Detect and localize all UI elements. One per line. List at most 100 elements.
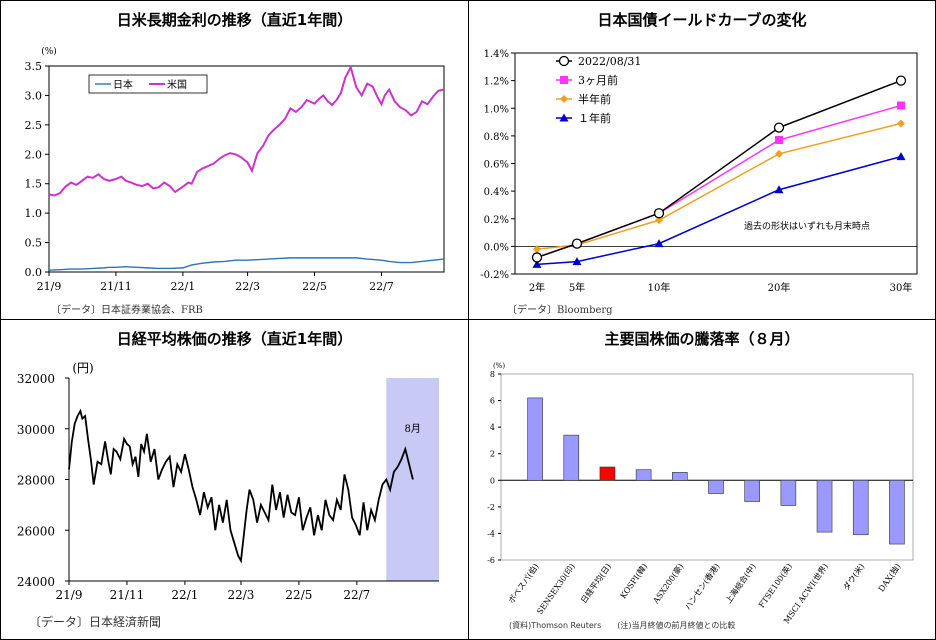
bar: [599, 466, 616, 481]
y-tick-label: 0.6%: [484, 160, 509, 171]
panel-indices: 主要国株価の騰落率（８月） -6 -4 -2 0 2 4 6 8 (%) ボベスパ(伯) SENSE…: [468, 319, 936, 640]
bar: [852, 479, 869, 536]
x-tick-label: SENSEX30(印): [535, 562, 577, 616]
legend-label: 日本: [113, 78, 133, 91]
x-tick-label: ダウ(米): [841, 561, 867, 592]
panel-nikkei: 日経平均株価の推移（直近1年間） 8月 24000 26000 28000 30000 3…: [0, 319, 469, 640]
legend-label: 米国: [167, 78, 187, 91]
highlight-label: 8月: [404, 423, 420, 435]
x-tick-label: 22/7: [369, 280, 394, 293]
x-tick-label: DAX(独): [876, 561, 903, 593]
y-tick-label: 4: [490, 423, 495, 432]
series-line: [536, 104, 902, 259]
data-point-legend: [559, 113, 569, 122]
y-tick-label: -6: [487, 556, 495, 565]
x-tick-label: 21/11: [110, 588, 145, 602]
data-point-legend: [558, 55, 570, 67]
x-tick-label: 10年: [648, 281, 671, 294]
x-tick-label: 22/5: [302, 280, 327, 293]
data-point-legend: [560, 76, 568, 84]
data-point-4: [897, 119, 905, 128]
data-point-0: [531, 252, 543, 263]
rates-title: 日米長期金利の推移（直近1年間）: [116, 11, 353, 29]
nikkei-title: 日経平均株価の推移（直近1年間）: [116, 330, 353, 348]
bar: [563, 434, 580, 481]
x-tick-label: ASX200(豪): [650, 561, 685, 606]
x-tick-label: 22/3: [227, 588, 254, 602]
data-point-2: [653, 208, 665, 219]
bar: [672, 472, 688, 481]
x-tick-label: 22/1: [171, 280, 196, 293]
x-tick-label: ハンセン(香港): [682, 561, 721, 611]
legend-label: 半年前: [578, 92, 611, 106]
series-line-us: [48, 64, 445, 197]
rates-chart: 0.0 0.5 1.0 1.5 2.0 2.5 3.0 3.5 (%) 21/9 21/11 22/1…: [25, 46, 445, 293]
indices-title: 主要国株価の騰落率（８月）: [604, 330, 800, 348]
y-tick-label: 0: [490, 476, 495, 485]
y-tick-label: 1.2%: [484, 77, 509, 88]
x-tick-label: ボベスパ(伯): [506, 561, 541, 605]
rates-source: 〔データ〕日本証券業協会、FRB: [51, 305, 203, 316]
y-tick-label: 0.4%: [484, 187, 509, 198]
legend-label: １年前: [578, 111, 611, 125]
indices-source: (資料)Thomson Reuters (注)当月終値の前月終値との比較: [509, 621, 736, 630]
bar: [635, 469, 652, 481]
data-point-legend: [560, 95, 568, 103]
y-tick-label: 0.0%: [484, 242, 509, 253]
x-tick-label: 21/9: [56, 588, 83, 602]
x-tick-label: 日経平均(日): [578, 561, 613, 605]
data-point-1: [571, 238, 583, 249]
legend-label: 3ヶ月前: [578, 73, 618, 87]
y-tick-label: -4: [487, 529, 495, 538]
data-point-3: [775, 149, 783, 158]
y-tick-label: 0.2%: [484, 215, 509, 226]
y-axis-unit: (%): [493, 362, 505, 370]
x-tick-label: 21/11: [100, 280, 132, 293]
x-tick-label: KOSPI(韓): [618, 561, 649, 600]
y-tick-label: 2.5: [25, 119, 43, 132]
y-tick-label: 1.0: [25, 207, 43, 220]
y-tick-label: 2: [490, 450, 495, 459]
bar: [527, 397, 543, 481]
plot-frame: [500, 373, 914, 561]
series-line: [536, 155, 902, 266]
y-tick-label: 3.5: [25, 60, 43, 73]
bar: [816, 479, 833, 533]
data-point-1: [572, 257, 582, 266]
y-tick-label: 24000: [17, 575, 55, 589]
yield-source: 〔データ〕Bloomberg: [507, 305, 613, 316]
y-tick-label: 3.0: [25, 89, 43, 102]
data-point-0: [532, 259, 542, 268]
series-line-japan: [48, 257, 445, 271]
data-point-2: [654, 239, 664, 248]
x-tick-label: 22/7: [343, 588, 370, 602]
y-tick-label: 1.5: [25, 178, 43, 191]
data-point-3: [774, 185, 784, 194]
y-tick-label: 28000: [17, 474, 55, 488]
legend-box: [88, 74, 208, 94]
nikkei-line: [68, 408, 414, 564]
data-point-4: [895, 75, 907, 86]
x-tick-label: 上海総合(中): [723, 561, 758, 605]
y-tick-label: 1.0%: [484, 104, 509, 115]
bar: [780, 479, 797, 506]
y-tick-label: 2.0: [25, 148, 43, 161]
indices-chart: -6 -4 -2 0 2 4 6 8(%) ボベスパ(伯)SENSEX30(印) 日経平均(日) K…: [487, 362, 914, 625]
yield-title: 日本国債イールドカーブの変化: [597, 11, 807, 29]
x-tick-label: 2年: [529, 281, 545, 294]
y-axis-unit: (円): [72, 361, 93, 375]
y-tick-label: 0.5: [25, 237, 43, 250]
data-point-2: [655, 216, 663, 225]
y-tick-label: 6: [490, 397, 495, 406]
x-tick-label: 22/5: [285, 588, 312, 602]
y-tick-label: 1.4%: [484, 49, 509, 60]
y-tick-label: 30000: [17, 423, 55, 437]
yield-chart: -0.2% 0.0% 0.2% 0.4% 0.6% 0.8% 1.0% 1.2% 1.4% 2年 5…: [480, 49, 918, 294]
y-tick-label: 32000: [17, 372, 55, 386]
data-point-4: [897, 101, 905, 110]
nikkei-source: 〔データ〕日本経済新聞: [29, 615, 162, 629]
x-tick-label: 21/9: [37, 280, 62, 293]
x-tick-label: 20年: [768, 281, 791, 294]
y-tick-label: 26000: [17, 524, 55, 538]
data-point-3: [773, 122, 785, 133]
